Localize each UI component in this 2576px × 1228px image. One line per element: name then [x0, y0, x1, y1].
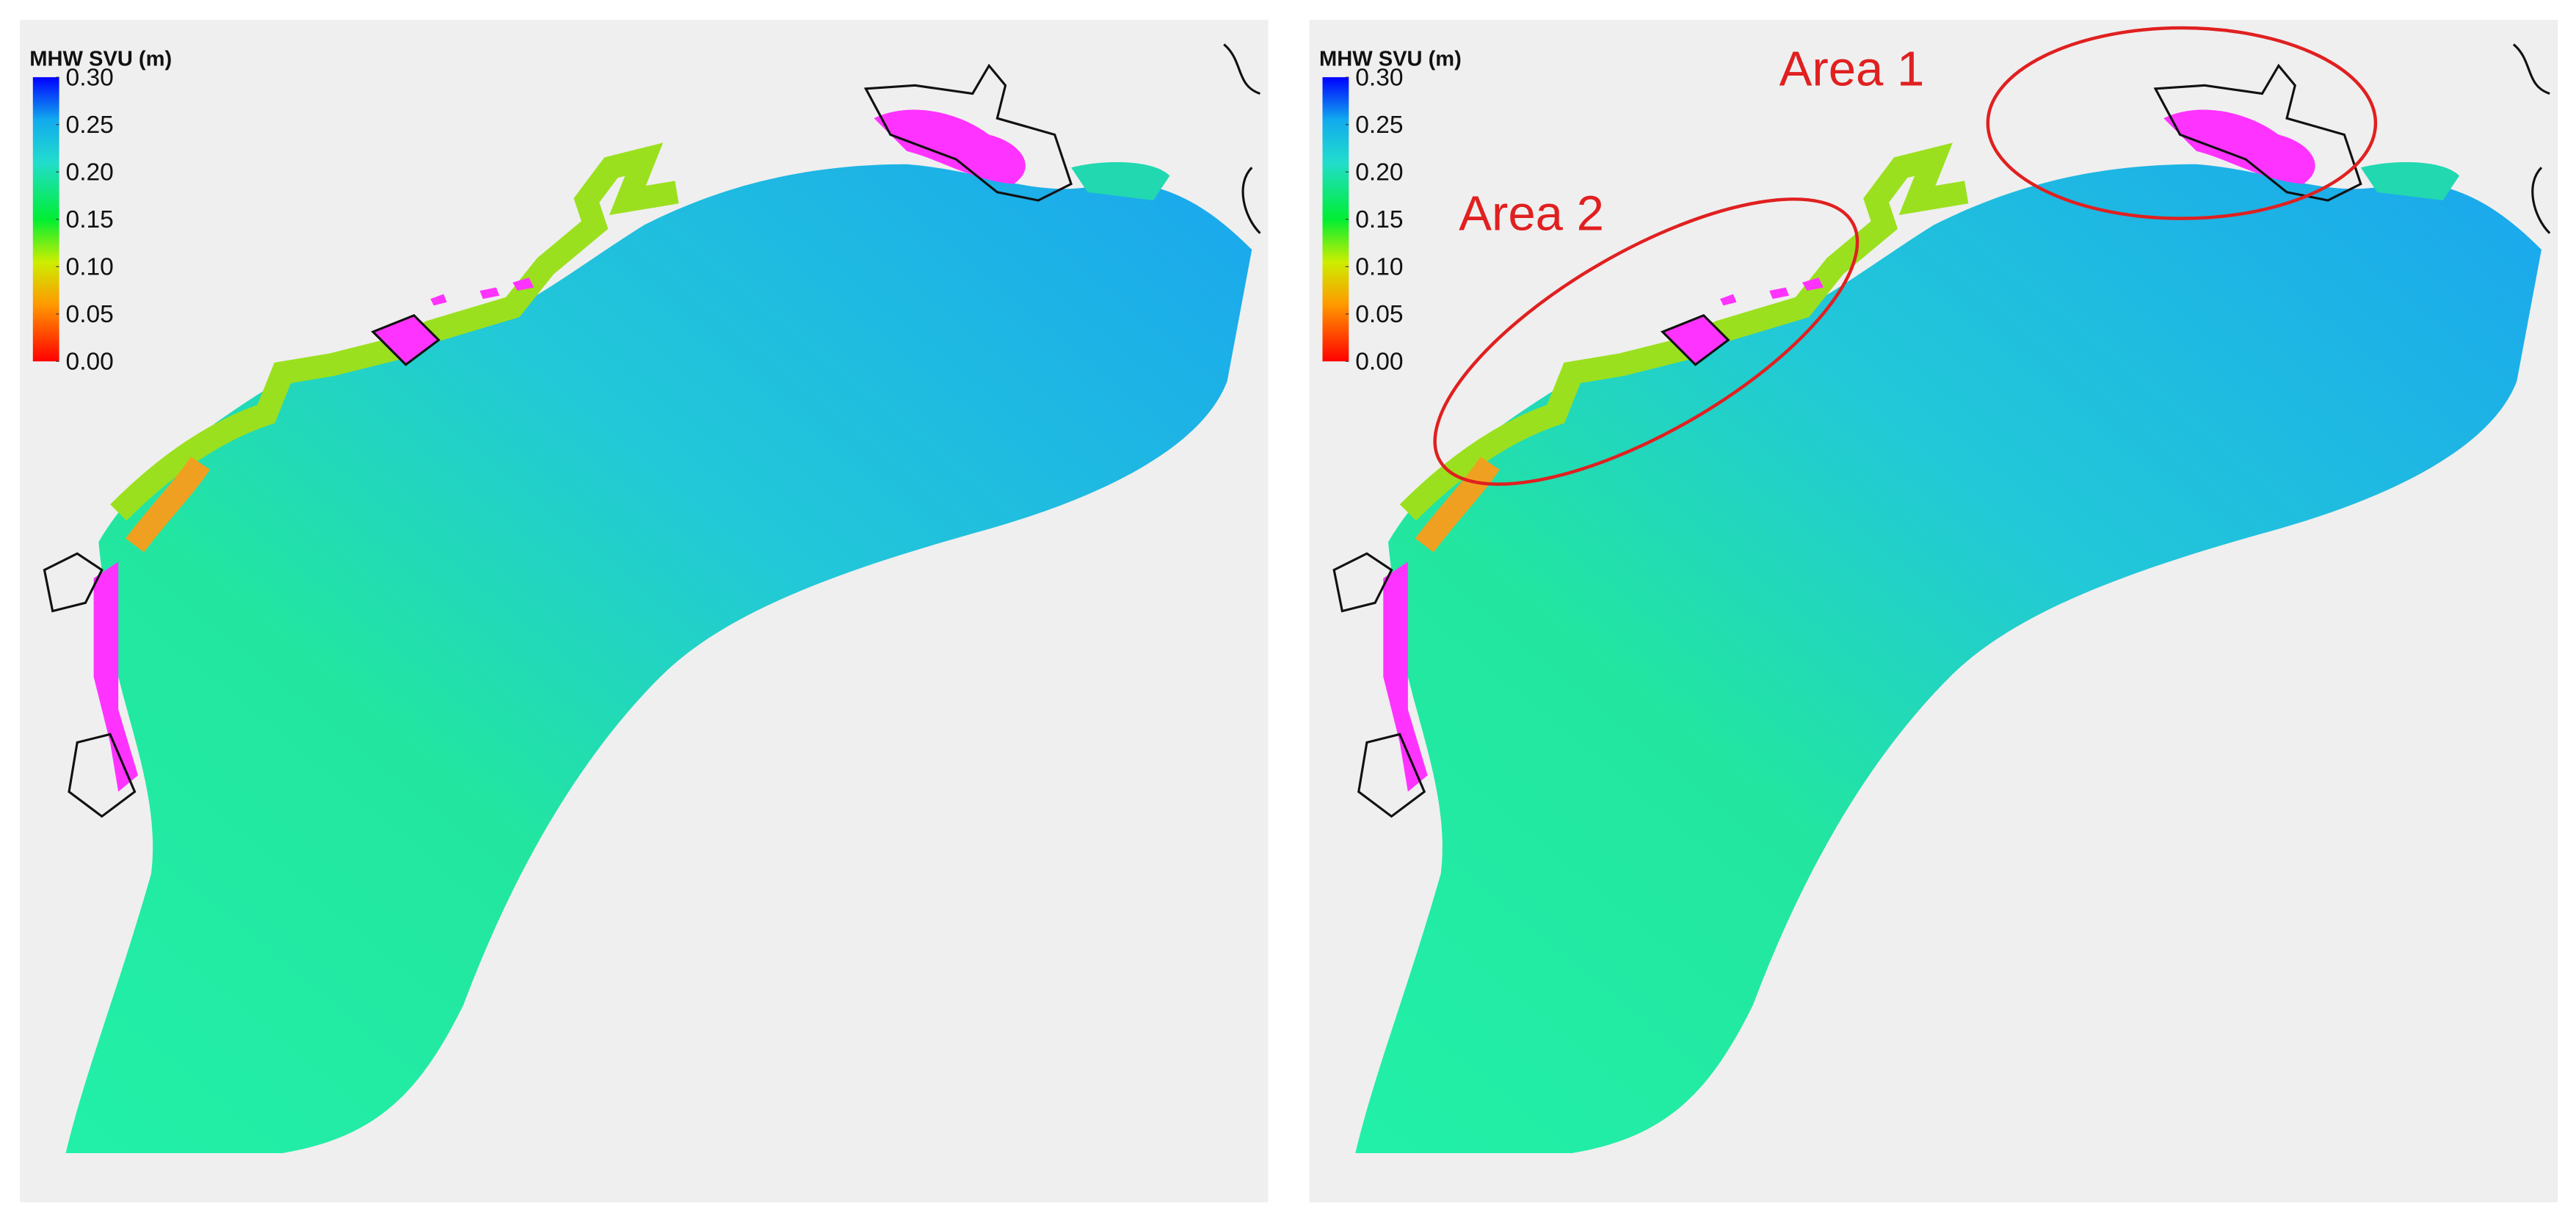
colorbar-tick-label: 0.05: [66, 301, 114, 328]
colorbar-tick-label: 0.15: [1355, 206, 1403, 233]
colorbar-tick-label: 0.30: [66, 64, 114, 91]
colorbar-tick-label: 0.10: [66, 253, 114, 280]
colorbar-bar: [32, 77, 59, 362]
colorbar-tick-label: 0.30: [1355, 64, 1403, 91]
colorbar-tick-label: 0.10: [1355, 253, 1403, 280]
colorbar-tick-label: 0.20: [66, 159, 114, 186]
colorbar-bar: [1322, 77, 1349, 362]
colorbar-tick-label: 0.05: [1355, 301, 1403, 328]
colorbar-tick-label: 0.25: [66, 112, 114, 139]
colorbar-tick-label: 0.20: [1355, 159, 1403, 186]
colorbar-tick-label: 0.15: [66, 206, 114, 233]
colorbar-title: MHW SVU (m): [1319, 48, 1462, 71]
colorbar: MHW SVU (m)0.30 0.25 0.20 0.15 0.10 0.05 0.00: [29, 48, 172, 376]
annotation-label: Area 2: [1459, 186, 1604, 241]
map-panel-left: [20, 20, 1269, 1202]
annotation-ellipse: [1986, 26, 2378, 220]
colorbar-tick-label: 0.00: [66, 349, 114, 376]
colorbar-title: MHW SVU (m): [29, 48, 172, 71]
colorbar-tick-label: 0.25: [1355, 112, 1403, 139]
annotation-ellipse: [1433, 197, 1860, 486]
colorbar-tick-label: 0.00: [1355, 349, 1403, 376]
colorbar: MHW SVU (m)0.30 0.25 0.20 0.15 0.10 0.05 0.00: [1319, 48, 1462, 376]
annotation-label: Area 1: [1779, 41, 1925, 96]
